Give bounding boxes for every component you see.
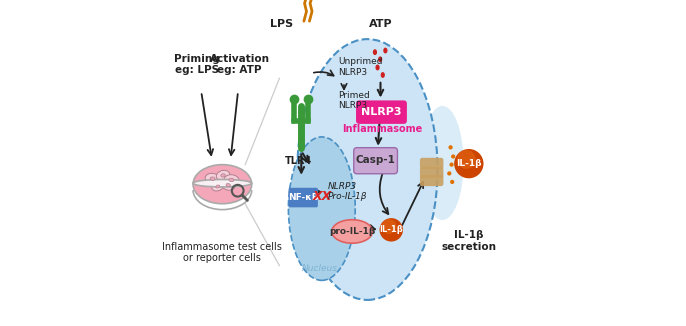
Text: Priming
eg: LPS: Priming eg: LPS bbox=[174, 54, 220, 75]
Text: Inflammasome: Inflammasome bbox=[342, 124, 423, 134]
Ellipse shape bbox=[212, 182, 224, 191]
FancyBboxPatch shape bbox=[356, 100, 407, 124]
Ellipse shape bbox=[379, 218, 403, 242]
Ellipse shape bbox=[297, 39, 438, 300]
Text: IL-1β: IL-1β bbox=[379, 225, 403, 234]
Text: Nucleus: Nucleus bbox=[302, 264, 338, 274]
Ellipse shape bbox=[288, 137, 355, 280]
Ellipse shape bbox=[229, 178, 234, 182]
Ellipse shape bbox=[381, 72, 385, 78]
Circle shape bbox=[449, 145, 453, 149]
Ellipse shape bbox=[216, 185, 220, 188]
Text: XX: XX bbox=[313, 190, 332, 203]
Text: Unprimed
NLRP3: Unprimed NLRP3 bbox=[338, 57, 383, 77]
Text: IL-1β
secretion: IL-1β secretion bbox=[441, 230, 496, 252]
FancyBboxPatch shape bbox=[420, 158, 443, 169]
Text: Inflammasome test cells
or reporter cells: Inflammasome test cells or reporter cell… bbox=[162, 242, 282, 263]
Text: NF-κB: NF-κB bbox=[288, 193, 318, 202]
Ellipse shape bbox=[383, 48, 388, 53]
Ellipse shape bbox=[454, 149, 484, 178]
Ellipse shape bbox=[421, 106, 464, 220]
Text: TLR4: TLR4 bbox=[285, 156, 312, 166]
Circle shape bbox=[447, 171, 451, 175]
Ellipse shape bbox=[226, 184, 230, 187]
Ellipse shape bbox=[221, 174, 225, 177]
Circle shape bbox=[449, 162, 453, 167]
FancyBboxPatch shape bbox=[420, 175, 443, 186]
Ellipse shape bbox=[193, 180, 252, 187]
Text: Activation
eg: ATP: Activation eg: ATP bbox=[210, 54, 270, 75]
Ellipse shape bbox=[210, 177, 215, 180]
Ellipse shape bbox=[224, 175, 239, 185]
Text: LPS: LPS bbox=[270, 20, 293, 29]
Ellipse shape bbox=[372, 49, 377, 55]
Circle shape bbox=[450, 180, 454, 184]
Ellipse shape bbox=[381, 219, 397, 234]
Text: ATP: ATP bbox=[368, 20, 392, 29]
FancyBboxPatch shape bbox=[354, 148, 397, 174]
Ellipse shape bbox=[205, 173, 220, 184]
Circle shape bbox=[451, 154, 456, 158]
Text: Casp-1: Casp-1 bbox=[355, 155, 396, 165]
FancyBboxPatch shape bbox=[289, 188, 318, 207]
Ellipse shape bbox=[378, 56, 382, 62]
Ellipse shape bbox=[216, 170, 230, 180]
Text: Primed
NLRP3: Primed NLRP3 bbox=[338, 91, 370, 110]
Ellipse shape bbox=[332, 220, 372, 243]
FancyBboxPatch shape bbox=[420, 167, 443, 178]
Text: IL-1β: IL-1β bbox=[456, 159, 482, 168]
Text: pro-IL-1β: pro-IL-1β bbox=[329, 227, 375, 236]
Ellipse shape bbox=[222, 180, 235, 190]
Text: NLRP3: NLRP3 bbox=[328, 182, 357, 191]
Ellipse shape bbox=[193, 165, 252, 204]
Ellipse shape bbox=[375, 65, 379, 70]
Ellipse shape bbox=[457, 150, 475, 169]
Text: Pro-IL-1β: Pro-IL-1β bbox=[328, 192, 367, 201]
Text: NLRP3: NLRP3 bbox=[362, 107, 402, 117]
